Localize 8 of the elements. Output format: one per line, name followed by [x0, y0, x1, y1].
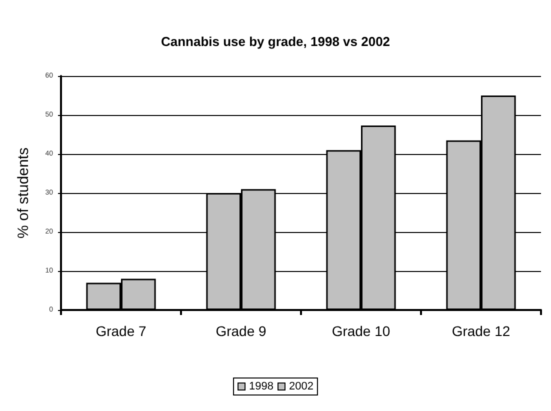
x-tick-label: Grade 9 — [216, 323, 267, 339]
x-tick-label: Grade 10 — [332, 323, 390, 339]
x-tick-label: Grade 12 — [452, 323, 510, 339]
x-tick-label: Grade 7 — [96, 323, 147, 339]
legend-label: 1998 — [249, 380, 274, 392]
legend-label: 2002 — [289, 380, 314, 392]
y-axis-title: % of students — [15, 148, 32, 238]
chart-title: Cannabis use by grade, 1998 vs 2002 — [160, 34, 390, 49]
